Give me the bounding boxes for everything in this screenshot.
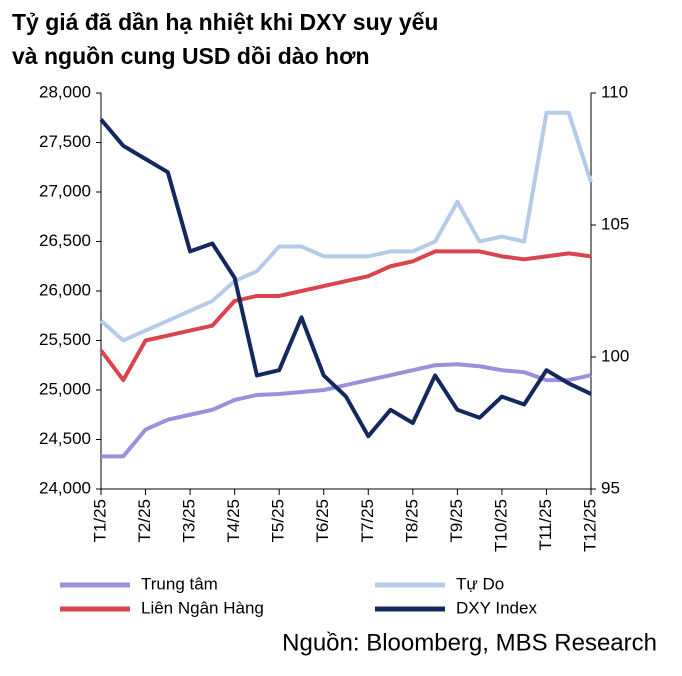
x-tick-label: T9/25: [447, 499, 466, 542]
x-tick-label: T12/25: [580, 499, 599, 552]
chart-title-2: và nguồn cung USD dồi dào hơn: [12, 43, 370, 69]
x-tick-label: T6/25: [313, 499, 332, 542]
y-tick-label: 26,500: [39, 231, 91, 250]
x-tick-label: T5/25: [269, 499, 288, 542]
y-tick-label: 24,000: [39, 478, 91, 497]
y-tick-label: 24,500: [39, 429, 91, 448]
x-tick-label: T3/25: [180, 499, 199, 542]
legend-label: Tự Do: [456, 574, 504, 593]
legend-label: Liên Ngân Hàng: [141, 598, 264, 617]
source: Nguồn: Bloomberg, MBS Research: [282, 629, 657, 656]
chart-title: Tỷ giá đã dần hạ nhiệt khi DXY suy yếu: [12, 9, 438, 35]
y-tick-label: 27,000: [39, 181, 91, 200]
x-tick-label: T7/25: [358, 499, 377, 542]
series-line: [99, 118, 592, 439]
y-tick-label: 28,000: [39, 82, 91, 101]
x-tick-label: T1/25: [90, 499, 109, 542]
x-tick-label: T8/25: [402, 499, 421, 542]
x-tick-label: T10/25: [491, 499, 510, 552]
x-tick-label: T11/25: [536, 499, 555, 551]
legend-label: DXY Index: [456, 598, 537, 617]
x-tick-label: T4/25: [224, 499, 243, 542]
series-line: [99, 249, 592, 383]
series-line: [101, 362, 592, 459]
series-line: [99, 110, 593, 343]
y-tick-label: 27,500: [39, 132, 91, 151]
y2-tick-label: 110: [601, 82, 628, 101]
y-tick-label: 25,500: [39, 330, 91, 349]
y2-tick-label: 95: [601, 478, 620, 497]
y2-tick-label: 100: [601, 346, 629, 365]
x-tick-label: T2/25: [135, 499, 154, 542]
y2-tick-label: 105: [601, 214, 629, 233]
y-tick-label: 26,000: [39, 280, 91, 299]
y-tick-label: 25,000: [39, 379, 91, 398]
legend-label: Trung tâm: [141, 574, 218, 593]
